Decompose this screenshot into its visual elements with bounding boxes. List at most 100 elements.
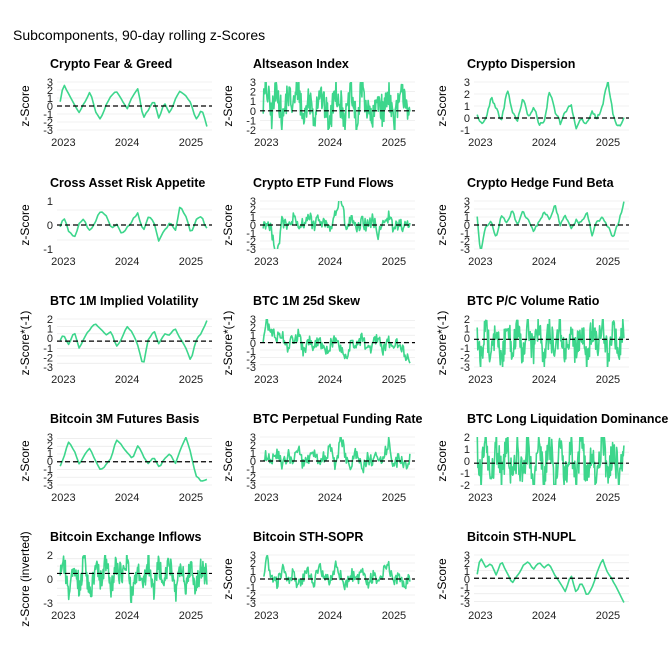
y-tick-label: 1 — [250, 212, 256, 224]
x-tick-label: 2024 — [532, 610, 556, 622]
x-tick-label: 2023 — [468, 492, 492, 504]
y-axis-label: z-Score — [221, 85, 235, 127]
x-tick-label: 2024 — [318, 492, 342, 504]
x-tick-label: 2023 — [254, 137, 278, 149]
x-tick-label: 2023 — [468, 374, 492, 386]
y-tick-label: 1 — [464, 444, 470, 456]
y-tick-label: -2 — [460, 480, 470, 492]
y-tick-label: -2 — [43, 472, 53, 484]
y-tick-label: -3 — [246, 244, 256, 256]
y-tick-label: 0 — [47, 574, 53, 586]
y-axis-label: z-Score — [18, 204, 32, 246]
x-tick-label: 2023 — [51, 137, 75, 149]
y-tick-label: 0 — [250, 220, 256, 232]
y-tick-label: -1 — [246, 115, 256, 127]
y-tick-label: -3 — [43, 125, 53, 137]
y-tick-label: 3 — [250, 196, 256, 208]
y-tick-label: -3 — [460, 598, 470, 610]
y-axis-label: z-Score — [221, 558, 235, 600]
y-tick-label: 0 — [47, 333, 53, 345]
series-line — [262, 319, 411, 364]
subplot-title: BTC 1M 25d Skew — [253, 294, 360, 308]
y-tick-label: -3 — [246, 598, 256, 610]
y-tick-label: 0 — [250, 106, 256, 118]
y-tick-label: 2 — [250, 440, 256, 452]
y-tick-label: 3 — [250, 77, 256, 89]
subplot-title: BTC Long Liquidation Dominance — [467, 412, 668, 426]
x-tick-label: 2024 — [115, 610, 139, 622]
y-tick-label: 0 — [250, 456, 256, 468]
y-axis-label: z-Score — [435, 558, 449, 600]
y-tick-label: -1 — [43, 109, 53, 121]
y-tick-label: -3 — [43, 480, 53, 492]
x-tick-label: 2023 — [51, 256, 75, 268]
y-tick-label: 3 — [47, 432, 53, 444]
y-tick-label: 3 — [464, 196, 470, 208]
series-line — [476, 201, 625, 249]
subplot-12: BTC Long Liquidation Dominance 210-1-2 z-S… — [435, 412, 668, 504]
y-tick-label: 2 — [47, 440, 53, 452]
y-tick-label: 0 — [464, 113, 470, 125]
y-tick-label: 0 — [464, 333, 470, 345]
x-tick-label: 2023 — [254, 610, 278, 622]
series-line — [476, 437, 625, 485]
y-tick-label: -2 — [460, 590, 470, 602]
y-axis-label: z-Score*(-1) — [18, 311, 32, 376]
y-tick-label: -2 — [246, 236, 256, 248]
y-tick-label: 0 — [464, 574, 470, 586]
y-tick-label: 3 — [250, 550, 256, 562]
series-line — [59, 206, 208, 242]
subplot-7: BTC 1M Implied Volatility 210-1-2-3 z-Scor… — [18, 294, 212, 386]
y-tick-label: -1 — [43, 343, 53, 355]
x-tick-label: 2024 — [532, 137, 556, 149]
y-axis-label: z-Score — [435, 204, 449, 246]
y-tick-label: 1 — [250, 96, 256, 108]
subplot-title: BTC Perpetual Funding Rate — [253, 412, 423, 426]
subplot-4: Cross Asset Risk Appetite 1 0 -1 z-Score 2023… — [18, 176, 212, 268]
subplot-title: Altseason Index — [253, 57, 349, 71]
y-tick-label: 2 — [250, 87, 256, 99]
x-tick-label: 2023 — [51, 492, 75, 504]
subplot-title: BTC P/C Volume Ratio — [467, 294, 600, 308]
x-tick-label: 2024 — [532, 374, 556, 386]
y-tick-label: -2 — [246, 354, 256, 366]
y-tick-label: -2 — [460, 352, 470, 364]
x-tick-label: 2024 — [115, 492, 139, 504]
x-tick-label: 2025 — [382, 137, 406, 149]
series-line — [262, 201, 411, 249]
figure-title: Subcomponents, 90-day rolling z-Scores — [13, 27, 266, 43]
series-line — [476, 558, 625, 603]
x-tick-label: 2024 — [532, 256, 556, 268]
series-line — [263, 555, 411, 591]
y-tick-label: -2 — [43, 352, 53, 364]
x-tick-label: 2023 — [468, 256, 492, 268]
y-tick-label: 1 — [250, 566, 256, 578]
y-axis-label: z-Score — [18, 85, 32, 127]
x-tick-label: 2025 — [179, 374, 203, 386]
y-tick-label: 1 — [464, 101, 470, 113]
y-tick-label: 2 — [464, 432, 470, 444]
subplot-title: Bitcoin STH-NUPL — [467, 530, 576, 544]
y-tick-label: 2 — [464, 314, 470, 326]
y-tick-label: 1 — [464, 324, 470, 336]
y-tick-label: -3 — [246, 362, 256, 374]
y-tick-label: 1 — [250, 448, 256, 460]
y-tick-label: 0 — [464, 220, 470, 232]
series-line — [476, 82, 625, 130]
y-tick-label: -3 — [43, 598, 53, 610]
y-tick-label: 0 — [250, 338, 256, 350]
y-tick-label: 3 — [47, 77, 53, 89]
y-tick-label: 3 — [464, 550, 470, 562]
y-tick-label: -3 — [43, 362, 53, 374]
y-tick-label: 3 — [250, 432, 256, 444]
x-tick-label: 2024 — [115, 256, 139, 268]
subplot-9: BTC P/C Volume Ratio 210-1-2-3 z-Score*(-1… — [435, 294, 629, 386]
series-line — [59, 320, 208, 363]
x-tick-label: 2024 — [318, 256, 342, 268]
y-axis-label: z-Score*(-1) — [435, 311, 449, 376]
